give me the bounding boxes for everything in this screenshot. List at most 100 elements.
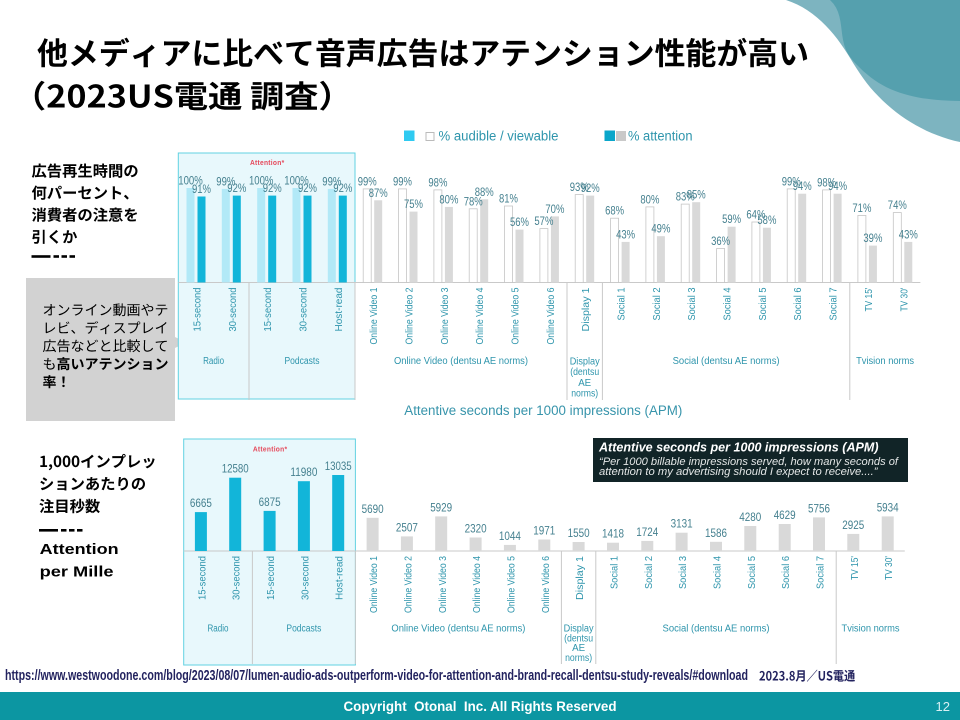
svg-text:Social 6: Social 6 (793, 287, 804, 320)
svg-text:30-second: 30-second (232, 556, 243, 600)
svg-text:36%: 36% (711, 236, 730, 248)
svg-text:per Mille: per Mille (40, 563, 114, 580)
svg-text:(dentsu: (dentsu (564, 633, 593, 644)
svg-text:99%: 99% (393, 176, 412, 188)
svg-text:Social 3: Social 3 (687, 287, 698, 320)
svg-text:Attention*: Attention* (253, 445, 288, 454)
svg-text:5929: 5929 (430, 502, 452, 514)
svg-text:Online Video 4: Online Video 4 (472, 556, 483, 613)
svg-text:Display: Display (570, 357, 600, 368)
svg-text:Online Video 6: Online Video 6 (541, 556, 552, 613)
svg-text:Copyright Otonal Inc. All Ri: Copyright Otonal Inc. All Rights Reserve… (344, 699, 617, 714)
svg-text:85%: 85% (687, 190, 706, 202)
svg-text:83%: 83% (676, 192, 695, 204)
svg-text:“Per 1000 billable impressions: “Per 1000 billable impressions served, h… (599, 456, 899, 468)
svg-text:15-second: 15-second (197, 556, 208, 600)
svg-text:Social 6: Social 6 (781, 556, 792, 589)
svg-text:Social 7: Social 7 (829, 287, 840, 320)
svg-text:Host-read: Host-read (334, 288, 345, 332)
svg-text:81%: 81% (499, 194, 518, 206)
svg-text:Radio: Radio (203, 356, 224, 367)
svg-text:Online Video (dentsu AE norms): Online Video (dentsu AE norms) (394, 356, 528, 367)
svg-text:100%: 100% (284, 176, 309, 188)
svg-text:43%: 43% (616, 229, 635, 241)
svg-text:Attentive seconds per 1000 imp: Attentive seconds per 1000 impressions (… (404, 403, 682, 418)
svg-text:92%: 92% (581, 183, 600, 195)
svg-text:99%: 99% (216, 176, 235, 188)
svg-text:75%: 75% (404, 199, 423, 211)
svg-text:4629: 4629 (774, 510, 796, 522)
svg-text:59%: 59% (722, 214, 741, 226)
svg-text:Radio: Radio (208, 624, 229, 635)
svg-text:5934: 5934 (877, 502, 900, 514)
svg-text:2320: 2320 (465, 524, 487, 536)
svg-text:11980: 11980 (290, 467, 317, 479)
svg-text:98%: 98% (817, 177, 836, 189)
svg-text:39%: 39% (863, 233, 882, 245)
svg-text:70%: 70% (545, 204, 564, 216)
svg-text:15-second: 15-second (263, 288, 274, 332)
svg-text:91%: 91% (192, 184, 211, 196)
svg-text:Online Video 4: Online Video 4 (475, 287, 486, 344)
svg-text:100%: 100% (178, 176, 203, 188)
svg-text:Social 3: Social 3 (678, 556, 689, 589)
svg-text:TV 30': TV 30' (884, 556, 895, 580)
svg-text:68%: 68% (605, 206, 624, 218)
svg-text:1550: 1550 (568, 528, 590, 540)
svg-text:attention to my advertising sh: attention to my advertising should I exp… (599, 467, 878, 479)
svg-text:64%: 64% (746, 210, 765, 222)
svg-text:12: 12 (936, 699, 950, 714)
svg-text:6875: 6875 (259, 497, 281, 509)
svg-text:Social 1: Social 1 (617, 287, 628, 320)
svg-text:1586: 1586 (705, 528, 727, 540)
svg-text:78%: 78% (464, 196, 483, 208)
svg-text:Online Video 5: Online Video 5 (506, 556, 517, 613)
svg-text:15-second: 15-second (266, 556, 277, 600)
svg-text:Social 7: Social 7 (816, 556, 827, 589)
svg-text:100%: 100% (249, 176, 274, 188)
svg-text:1971: 1971 (533, 526, 555, 538)
svg-text:Social 5: Social 5 (758, 287, 769, 320)
svg-text:Display 1: Display 1 (575, 556, 586, 600)
svg-text:94%: 94% (793, 181, 812, 193)
svg-text:Tvision norms: Tvision norms (856, 356, 914, 367)
svg-text:80%: 80% (640, 194, 659, 206)
svg-text:30-second: 30-second (299, 288, 310, 332)
svg-text:Social (dentsu AE norms): Social (dentsu AE norms) (663, 624, 770, 635)
svg-text:1044: 1044 (499, 531, 522, 543)
svg-text:49%: 49% (651, 224, 670, 236)
svg-text:5690: 5690 (362, 504, 384, 516)
svg-text:87%: 87% (369, 188, 388, 200)
svg-text:80%: 80% (439, 194, 458, 206)
svg-text:58%: 58% (757, 215, 776, 227)
svg-text:99%: 99% (322, 176, 341, 188)
svg-text:99%: 99% (782, 176, 801, 188)
svg-text:Podcasts: Podcasts (285, 356, 320, 367)
svg-text:99%: 99% (358, 176, 377, 188)
svg-text:Tvision norms: Tvision norms (842, 624, 900, 635)
svg-text:Social 5: Social 5 (747, 556, 758, 589)
svg-text:92%: 92% (333, 183, 352, 195)
svg-text:Display: Display (564, 624, 594, 635)
svg-text:15-second: 15-second (193, 288, 204, 332)
svg-text:AE: AE (572, 643, 585, 654)
svg-text:94%: 94% (828, 181, 847, 193)
svg-text:71%: 71% (852, 203, 871, 215)
svg-text:Online Video 1: Online Video 1 (369, 287, 380, 344)
svg-text:Social 4: Social 4 (723, 287, 734, 320)
svg-text:Attentive seconds per 1000 imp: Attentive seconds per 1000 impressions (… (598, 441, 879, 455)
svg-text:92%: 92% (227, 183, 246, 195)
svg-text:Podcasts: Podcasts (286, 624, 321, 635)
svg-text:Attention*: Attention* (250, 158, 285, 167)
svg-text:30-second: 30-second (300, 556, 311, 600)
svg-text:2507: 2507 (396, 522, 418, 534)
svg-text:(dentsu: (dentsu (570, 367, 599, 378)
svg-text:30-second: 30-second (228, 288, 239, 332)
svg-text:https://www.westwoodone.com/bl: https://www.westwoodone.com/blog/2023/08… (5, 668, 748, 684)
svg-text:Online Video (dentsu AE norms): Online Video (dentsu AE norms) (391, 624, 525, 635)
svg-text:93%: 93% (570, 182, 589, 194)
svg-text:2925: 2925 (842, 520, 864, 532)
svg-text:norms): norms) (571, 389, 598, 400)
svg-text:norms): norms) (565, 653, 592, 664)
svg-text:1418: 1418 (602, 529, 624, 541)
